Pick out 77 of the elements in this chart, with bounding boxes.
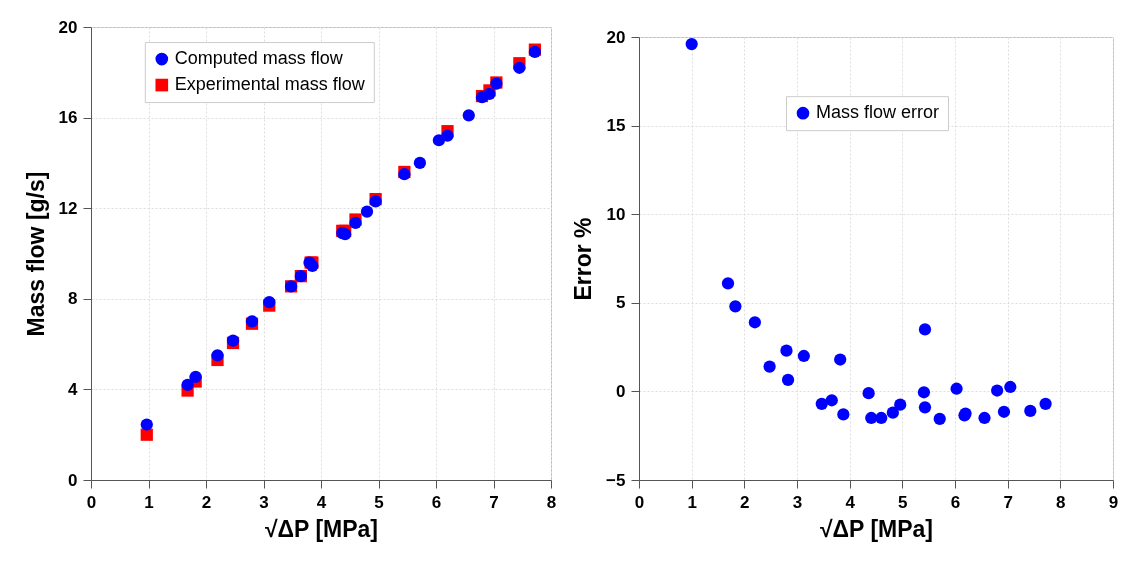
x-tick-label: 6 — [950, 492, 961, 512]
x-tick-label: 2 — [201, 492, 212, 512]
point — [1004, 380, 1017, 394]
point — [950, 382, 963, 395]
y-axis-title: Mass flow [g/s] — [22, 171, 49, 337]
point — [748, 316, 761, 329]
x-tick-label: 2 — [740, 492, 750, 512]
point — [513, 61, 526, 74]
x-tick-label: 0 — [634, 492, 645, 512]
point — [1039, 397, 1052, 410]
x-tick-label: 8 — [546, 492, 557, 512]
point — [918, 401, 932, 414]
y-tick-label: 4 — [68, 379, 79, 399]
x-tick-label: 8 — [1056, 492, 1066, 512]
point — [918, 323, 932, 336]
point — [306, 259, 319, 273]
y-tick-label: 16 — [58, 108, 78, 128]
x-tick-label: 4 — [316, 492, 327, 512]
legend-label: Mass flow error — [816, 102, 940, 123]
point — [360, 205, 374, 218]
point — [729, 300, 742, 313]
point — [721, 277, 735, 290]
point — [140, 418, 153, 431]
point — [211, 349, 224, 362]
x-tick-label: 1 — [144, 492, 154, 512]
point — [862, 387, 875, 400]
x-tick-label: 5 — [374, 492, 384, 512]
point — [834, 353, 847, 366]
point — [1024, 404, 1037, 417]
point — [886, 406, 899, 419]
point — [997, 405, 1011, 418]
x-tick-label: 0 — [86, 492, 97, 512]
x-axis-title: √ΔP [MPa] — [264, 515, 379, 542]
point — [837, 408, 850, 421]
legend-label: Experimental mass flow — [174, 74, 366, 95]
point — [189, 370, 202, 384]
y-tick-label: 12 — [58, 198, 78, 218]
y-tick-label: 15 — [606, 116, 626, 136]
point — [181, 378, 194, 391]
y-tick-label: 0 — [68, 470, 78, 490]
y-tick-label: 10 — [606, 204, 626, 224]
x-tick-label: 3 — [259, 492, 269, 512]
x-tick-label: 7 — [1003, 492, 1013, 512]
point — [763, 360, 776, 373]
point — [825, 394, 838, 407]
x-tick-label: 6 — [431, 492, 442, 512]
y-axis-title: Error % — [570, 217, 597, 301]
x-tick-label: 7 — [489, 492, 499, 512]
point — [462, 109, 475, 122]
point — [780, 344, 793, 357]
point — [349, 216, 362, 230]
y-tick-label: 5 — [616, 293, 626, 313]
point — [781, 373, 795, 386]
point — [815, 397, 828, 410]
y-tick-label: 20 — [58, 17, 78, 37]
point — [441, 129, 454, 142]
point — [413, 156, 427, 170]
y-tick-label: 8 — [68, 289, 78, 309]
x-tick-label: 4 — [845, 492, 856, 512]
x-tick-label: 3 — [792, 492, 803, 512]
x-tick-label: 5 — [898, 492, 908, 512]
point — [978, 411, 991, 425]
x-tick-label: 9 — [1108, 492, 1119, 512]
y-tick-label: 0 — [616, 381, 626, 401]
legend-label: Computed mass flow — [174, 48, 344, 69]
point — [917, 386, 931, 399]
point — [933, 412, 946, 425]
point — [894, 398, 907, 411]
x-axis-title: √ΔP [MPa] — [819, 515, 934, 542]
y-tick-label: 20 — [606, 27, 626, 47]
x-tick-label: 1 — [687, 492, 697, 512]
point — [432, 134, 445, 147]
point — [685, 37, 698, 51]
y-tick-label: −5 — [606, 470, 626, 490]
point — [991, 384, 1004, 397]
point — [875, 411, 888, 425]
point — [797, 349, 810, 363]
